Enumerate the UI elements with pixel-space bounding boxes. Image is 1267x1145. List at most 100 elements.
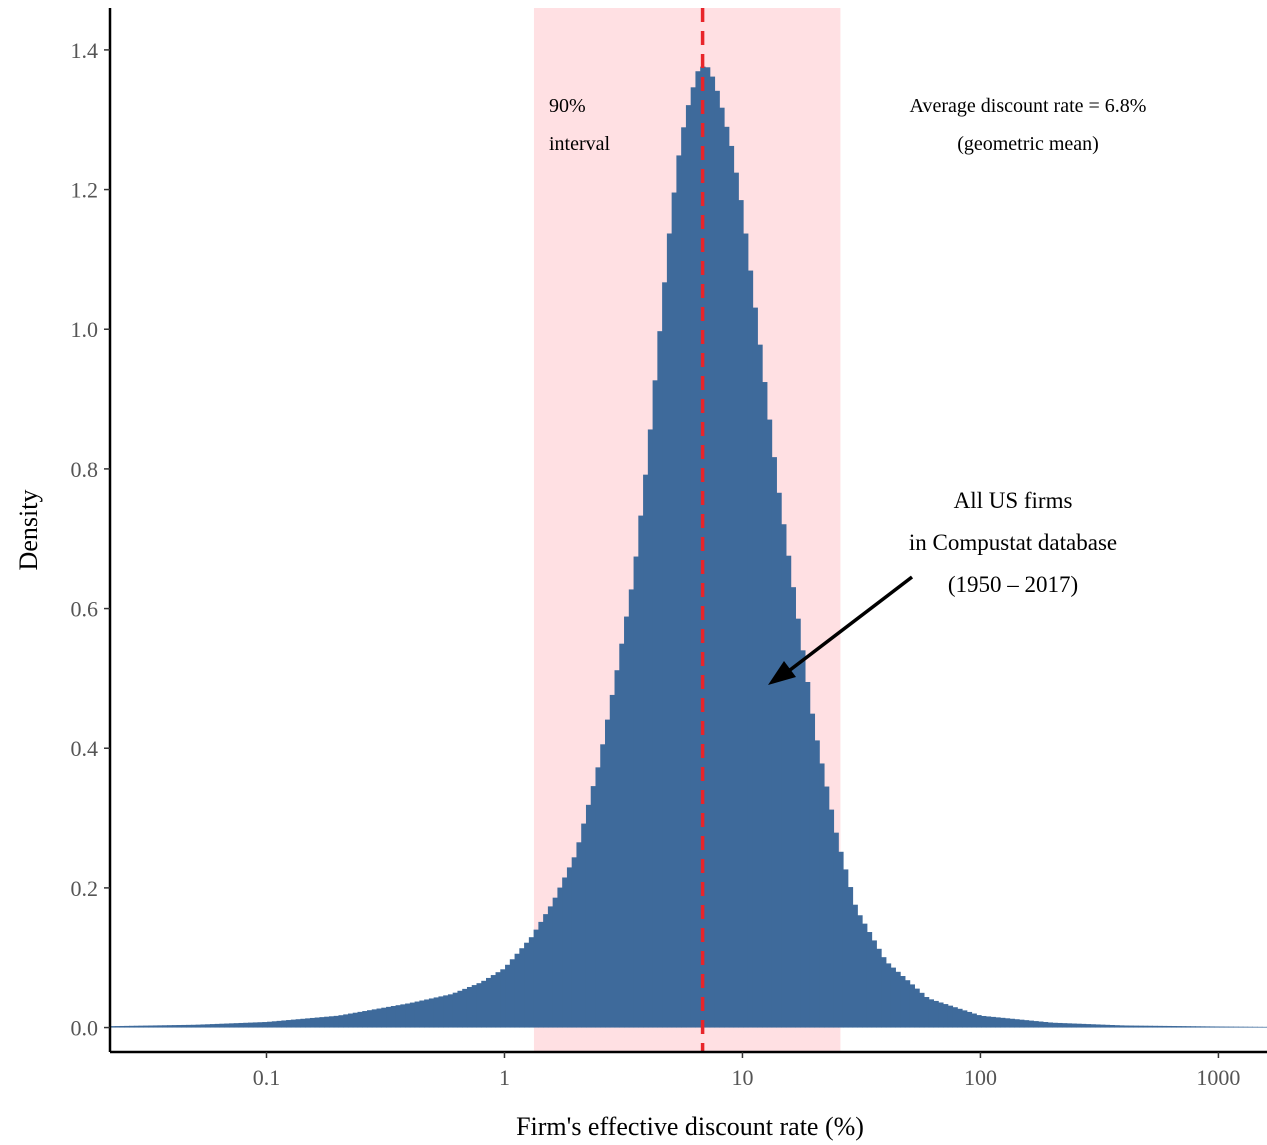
histogram-bar xyxy=(466,986,473,1028)
histogram-bar xyxy=(728,145,735,1028)
histogram-bar xyxy=(833,832,839,1028)
histogram-bar xyxy=(1204,1026,1211,1028)
histogram-bar xyxy=(486,977,492,1028)
histogram-bar xyxy=(823,786,830,1028)
histogram-bar xyxy=(171,1025,178,1028)
mean-label-line2: (geometric mean) xyxy=(957,133,1099,155)
histogram-bar xyxy=(528,937,535,1028)
histogram-bar xyxy=(766,419,773,1028)
histogram-bar xyxy=(267,1021,273,1028)
histogram-bar xyxy=(795,618,801,1028)
histogram-bar xyxy=(628,589,635,1028)
y-axis-ticks: 0.0 0.2 0.4 0.6 0.8 1.0 1.2 1.4 xyxy=(71,38,110,1041)
histogram-bar xyxy=(657,331,663,1028)
histogram-bar xyxy=(585,804,592,1028)
histogram-bar xyxy=(138,1025,144,1028)
histogram-bar xyxy=(638,515,644,1028)
histogram-bar xyxy=(390,1006,397,1028)
histogram-bar xyxy=(400,1004,406,1028)
histogram-bar xyxy=(290,1019,297,1028)
histogram-bar xyxy=(533,929,539,1028)
histogram-bar xyxy=(928,999,935,1028)
histogram-bar xyxy=(300,1018,306,1028)
histogram-bar xyxy=(1195,1026,1201,1028)
histogram-bar xyxy=(219,1023,225,1028)
histogram-bar xyxy=(209,1024,216,1028)
histogram-bar xyxy=(162,1025,168,1028)
histogram-bar xyxy=(652,380,658,1028)
histogram-bar xyxy=(1061,1023,1068,1028)
histogram-bar xyxy=(205,1024,211,1028)
histogram-bar xyxy=(1242,1026,1249,1028)
histogram-bar xyxy=(200,1024,206,1028)
histogram-bar xyxy=(419,1000,425,1028)
histogram-bar xyxy=(800,650,806,1028)
histogram-bar xyxy=(1199,1026,1206,1028)
histogram-bar xyxy=(1166,1025,1172,1028)
histogram-bar xyxy=(804,681,811,1028)
histogram-bar xyxy=(133,1025,140,1028)
histogram-bar xyxy=(319,1017,325,1028)
histogram-bar xyxy=(771,457,777,1028)
histogram-bar xyxy=(148,1025,154,1028)
histogram-bar xyxy=(1257,1026,1263,1028)
histogram-bar xyxy=(724,126,730,1028)
histogram-bar xyxy=(762,382,768,1028)
histogram-bar xyxy=(190,1024,197,1028)
histogram-bar xyxy=(452,992,459,1028)
histogram-bar xyxy=(343,1014,349,1028)
histogram-bar xyxy=(409,1002,416,1028)
histogram-bar xyxy=(904,980,911,1028)
histogram-bar xyxy=(124,1025,130,1028)
y-tick-label: 1.0 xyxy=(71,317,99,342)
histogram-bar xyxy=(681,127,687,1028)
histogram-bar xyxy=(747,270,754,1028)
histogram-bar xyxy=(1147,1025,1153,1028)
histogram-bar xyxy=(433,997,440,1028)
sample-label-line3: (1950 – 2017) xyxy=(948,572,1078,597)
histogram-bar xyxy=(114,1026,121,1028)
histogram-bar xyxy=(538,921,544,1028)
histogram-bar xyxy=(1185,1026,1192,1028)
histogram-bar xyxy=(543,914,549,1028)
y-tick-label: 0.8 xyxy=(71,457,99,482)
histogram-bar xyxy=(605,719,611,1028)
histogram-bar xyxy=(676,155,682,1028)
histogram-bar xyxy=(1214,1026,1220,1028)
histogram-bar xyxy=(1028,1020,1034,1028)
histogram-bar xyxy=(324,1016,330,1028)
histogram-bar xyxy=(595,767,601,1028)
histogram-bar xyxy=(743,233,749,1028)
histogram-bar xyxy=(876,948,882,1028)
annotation-arrow-head xyxy=(768,661,796,685)
histogram-bar xyxy=(295,1019,301,1028)
histogram-bar xyxy=(214,1023,221,1028)
histogram-bar xyxy=(1219,1026,1225,1028)
histogram-bar xyxy=(576,842,582,1028)
histogram-bar xyxy=(923,997,930,1028)
y-axis-title: Density xyxy=(14,490,43,571)
histogram-bar xyxy=(367,1010,373,1028)
histogram-bar xyxy=(514,953,520,1028)
sample-label-line2: in Compustat database xyxy=(909,530,1117,555)
histogram-bar xyxy=(900,976,906,1028)
histogram-bar xyxy=(428,998,435,1028)
histogram-bar xyxy=(1152,1025,1158,1028)
histogram-bar xyxy=(1109,1025,1115,1028)
histogram-bar xyxy=(871,940,877,1028)
histogram-bar xyxy=(619,643,625,1028)
histogram-bar xyxy=(490,975,497,1028)
histogram-bar xyxy=(309,1017,316,1028)
histogram-bar xyxy=(1014,1019,1020,1028)
histogram-bar xyxy=(110,1026,116,1028)
histogram-bar xyxy=(600,744,606,1028)
histogram-bar xyxy=(1142,1025,1149,1028)
interval-label-line2: interval xyxy=(549,133,611,155)
histogram-bar xyxy=(176,1025,182,1028)
histogram-bar xyxy=(248,1022,254,1028)
histogram-bar xyxy=(1052,1022,1058,1028)
histogram-bar xyxy=(881,957,887,1028)
histogram-bar xyxy=(885,963,892,1028)
histogram-bar xyxy=(857,915,863,1028)
